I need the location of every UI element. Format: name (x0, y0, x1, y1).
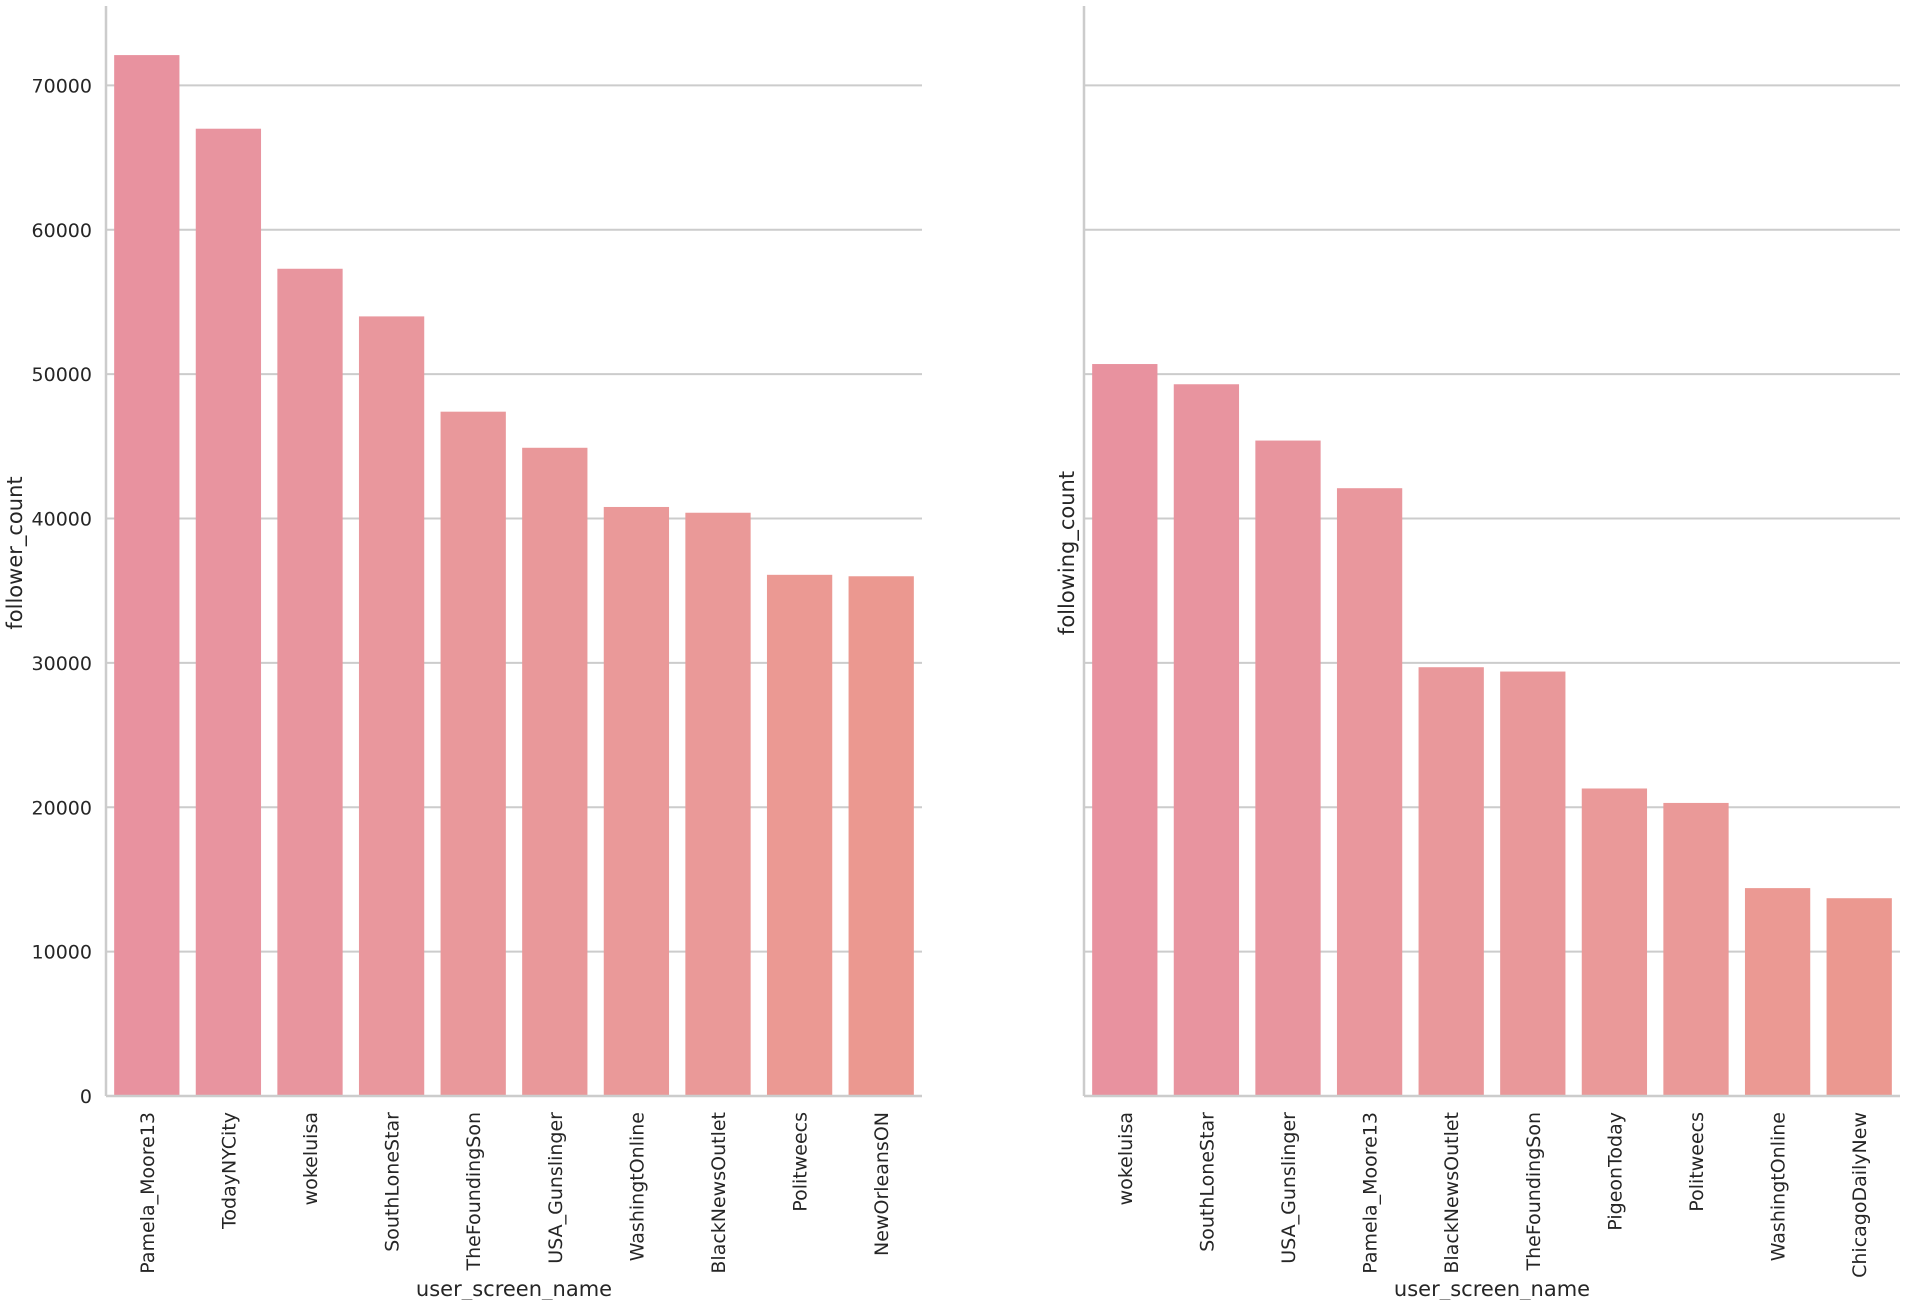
x-tick-label: TheFoundingSon (463, 1112, 485, 1271)
bar (1418, 667, 1484, 1096)
bar (1744, 888, 1811, 1096)
y-axis-label: following_count (1055, 471, 1080, 635)
bar (603, 506, 670, 1096)
bar (766, 574, 833, 1096)
bar (1826, 898, 1892, 1096)
y-tick-label: 10000 (32, 942, 92, 964)
bar (1500, 671, 1566, 1096)
bar (195, 128, 262, 1097)
bar (685, 512, 751, 1096)
bar (848, 576, 914, 1096)
chart-panel-1: 0 10000 20000 30000 40000 50000 60000 70000 Pame… (3, 6, 922, 1300)
bar (1255, 440, 1321, 1097)
bar (1581, 788, 1648, 1096)
bar (1336, 488, 1403, 1096)
x-tick-label: ChicagoDailyNew (1849, 1112, 1871, 1278)
bar (522, 447, 588, 1096)
bar (1173, 384, 1240, 1096)
x-tick-label: wokeluisa (300, 1112, 322, 1205)
x-tick-label: Politweecs (1686, 1112, 1708, 1212)
x-tick-label: SouthLoneStar (1196, 1112, 1218, 1252)
x-tick-label: USA_Gunslinger (545, 1112, 567, 1264)
bar (358, 316, 425, 1096)
y-tick-label: 70000 (32, 75, 92, 97)
bar (1663, 802, 1729, 1096)
x-axis-label: user_screen_name (416, 1277, 612, 1300)
x-tick-label: SouthLoneStar (382, 1112, 404, 1252)
x-tick-label: wokeluisa (1115, 1112, 1137, 1205)
x-tick-label: Pamela_Moore13 (137, 1112, 159, 1274)
x-tick-label: BlackNewsOutlet (708, 1112, 730, 1274)
x-tick-label: BlackNewsOutlet (1441, 1112, 1463, 1274)
x-tick-label: TodayNYCity (218, 1112, 240, 1230)
x-tick-label: TheFoundingSon (1523, 1112, 1545, 1271)
x-tick-label: WashingtOnline (626, 1112, 648, 1261)
y-tick-label: 20000 (32, 797, 92, 819)
x-tick-label: Pamela_Moore13 (1360, 1112, 1382, 1274)
y-tick-label: 30000 (32, 653, 92, 675)
chart-panel-2: wokeluisa SouthLoneStar USA_Gunslinger Pame… (1055, 6, 1900, 1300)
x-tick-label: PigeonToday (1604, 1112, 1626, 1231)
bar (1092, 364, 1158, 1096)
x-tick-label: Politweecs (790, 1112, 812, 1212)
x-tick-label: WashingtOnline (1768, 1112, 1790, 1261)
bar (114, 55, 180, 1097)
bar (440, 411, 506, 1096)
y-tick-label: 60000 (32, 220, 92, 242)
x-tick-label: USA_Gunslinger (1278, 1112, 1300, 1264)
y-tick-label: 0 (80, 1086, 92, 1108)
y-tick-label: 50000 (32, 364, 92, 386)
y-axis-label: follower_count (3, 476, 28, 629)
y-tick-label: 40000 (32, 509, 92, 531)
bar (277, 268, 343, 1096)
x-axis-label: user_screen_name (1394, 1277, 1590, 1300)
x-tick-label: NewOrleansON (871, 1112, 893, 1256)
